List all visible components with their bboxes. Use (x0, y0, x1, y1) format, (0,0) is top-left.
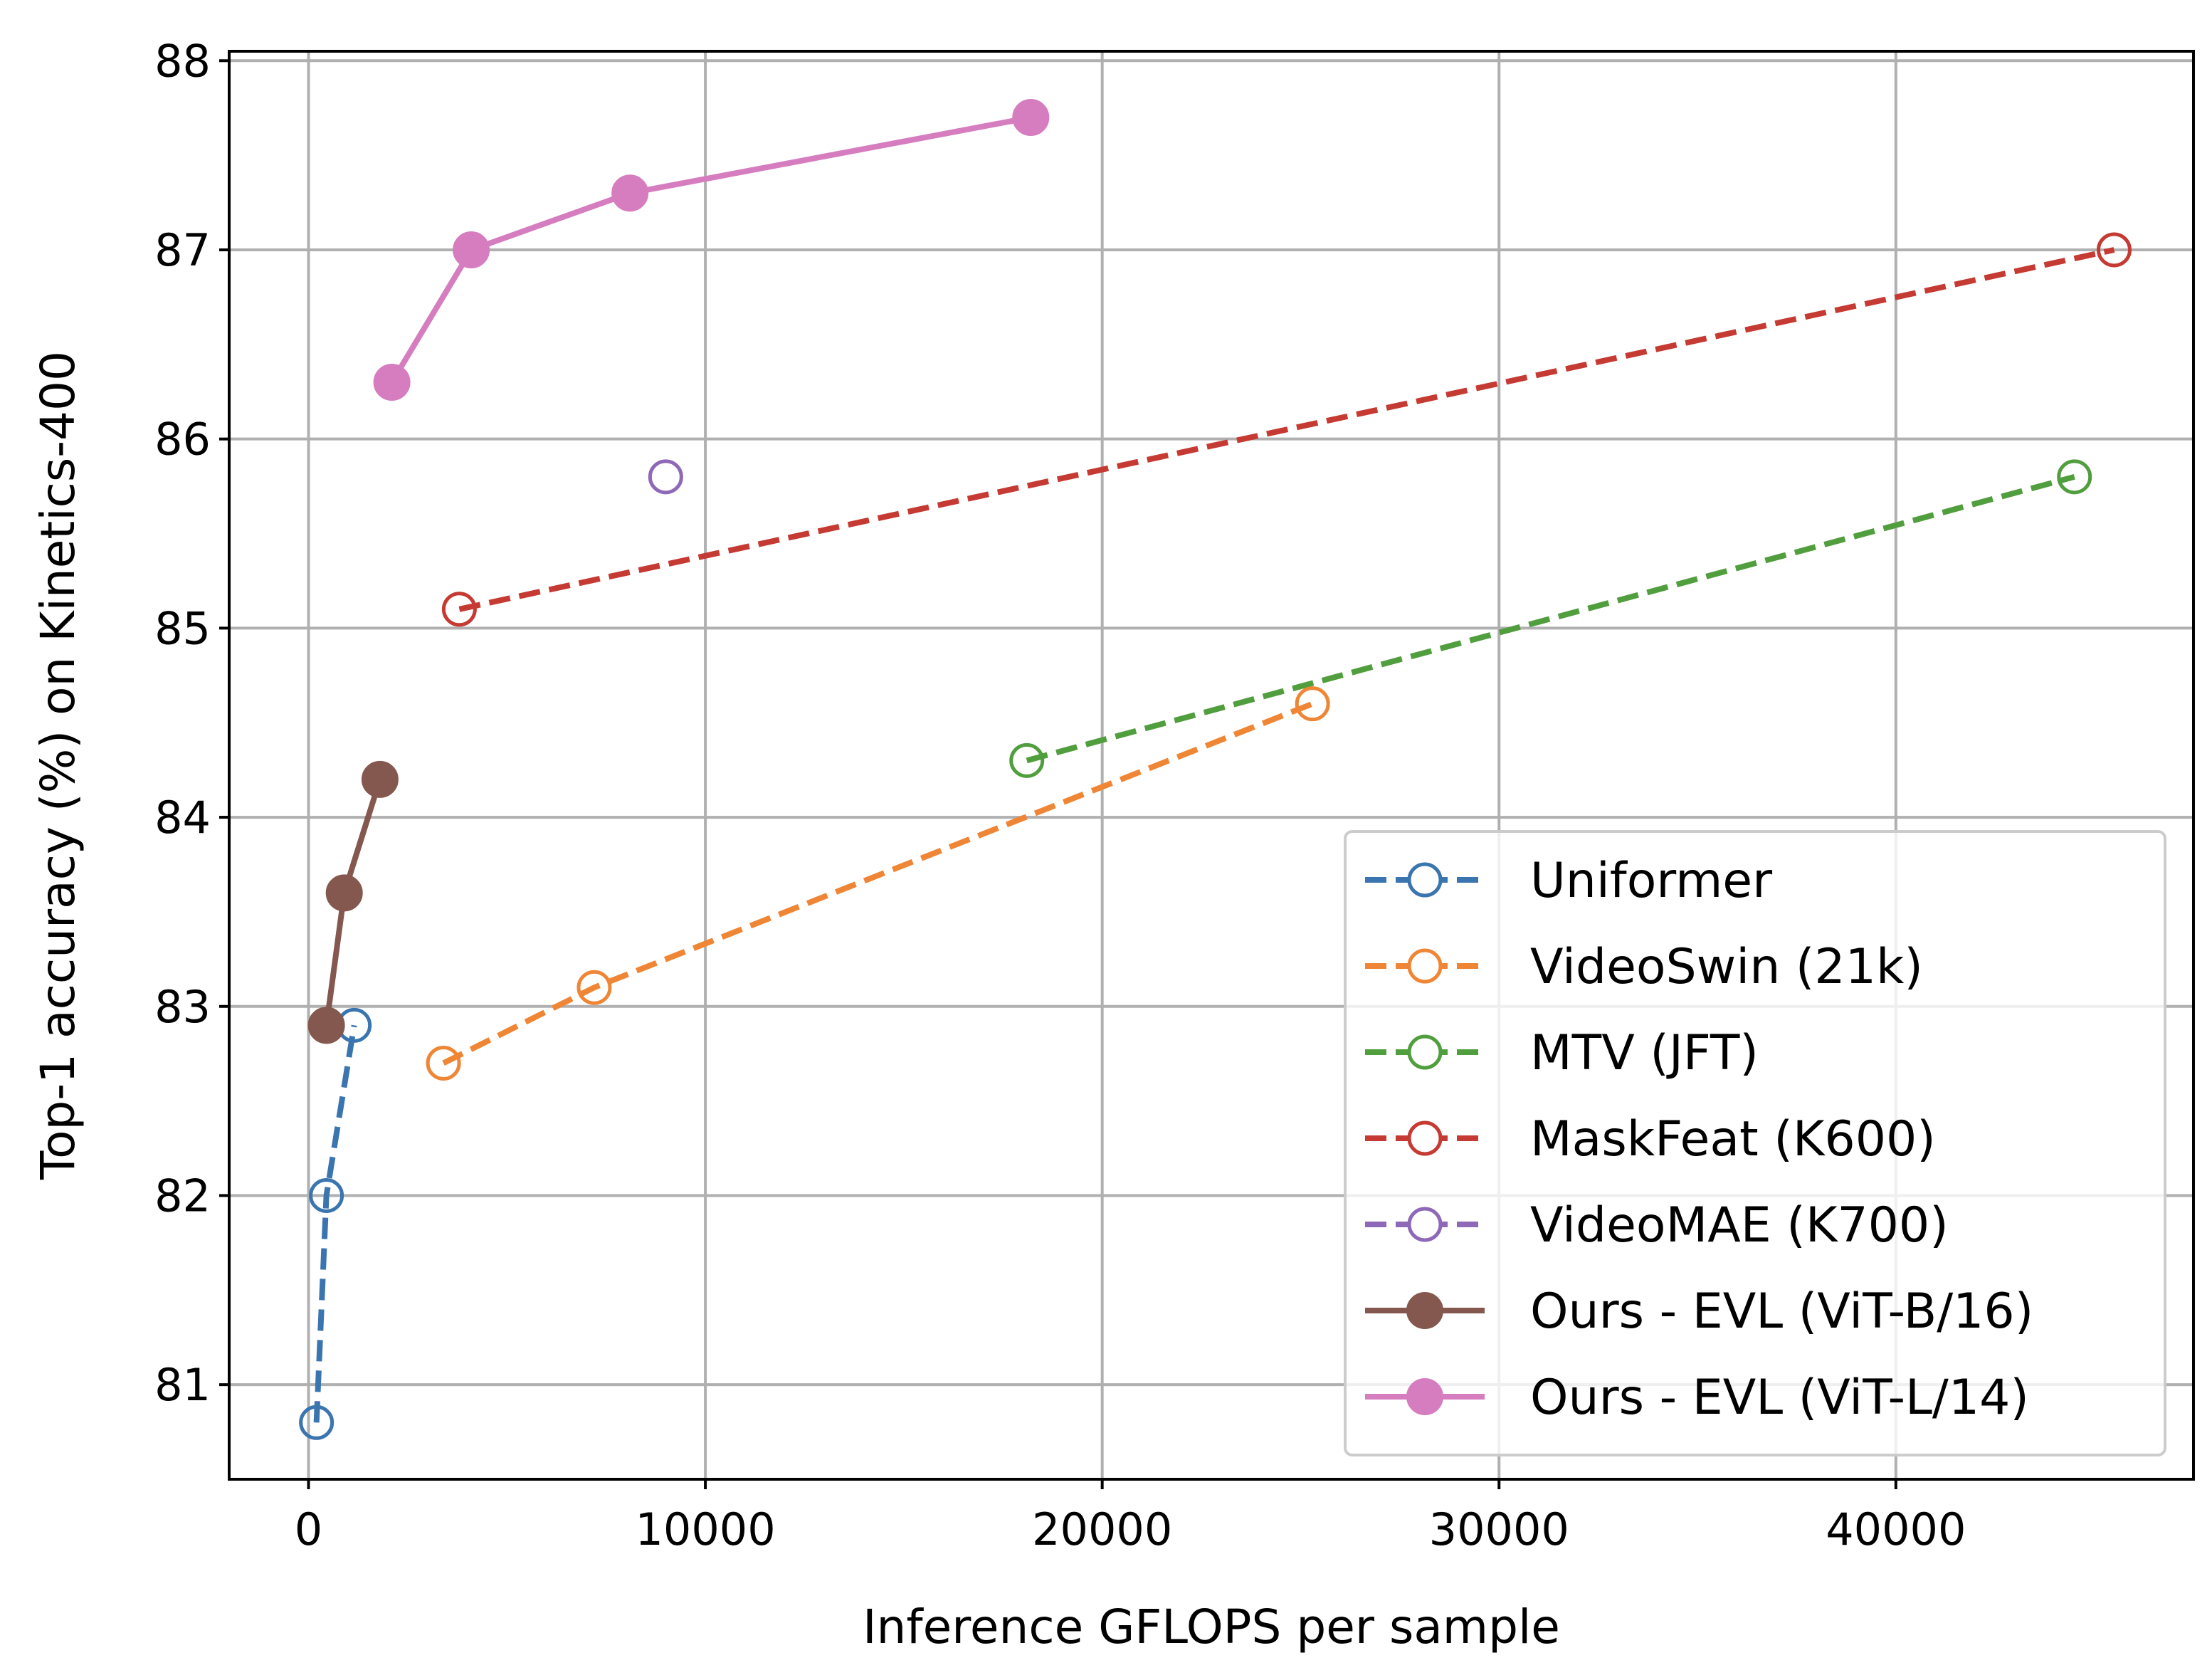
data-point (426, 1045, 461, 1081)
y-tick-label: 83 (154, 981, 211, 1033)
data-point (307, 1007, 345, 1044)
data-point (361, 760, 399, 798)
series-line (389, 115, 1032, 384)
data-point (576, 970, 612, 1005)
y-tick-label: 84 (154, 792, 211, 844)
series-line (313, 1024, 357, 1423)
legend-marker-swatch (1406, 1292, 1443, 1329)
data-point (309, 1177, 344, 1213)
data-point (2057, 459, 2092, 495)
legend-label: MTV (JFT) (1530, 1025, 1759, 1081)
y-tick-label: 86 (154, 414, 211, 466)
x-tick-label: 40000 (1826, 1503, 1966, 1555)
legend-marker-swatch (1406, 1378, 1443, 1415)
legend-box (1344, 830, 2166, 1456)
legend-label: MaskFeat (K600) (1530, 1111, 1936, 1167)
legend-marker-swatch (1407, 1207, 1443, 1242)
x-tick-label: 0 (295, 1503, 322, 1555)
legend-label: VideoMAE (K700) (1530, 1197, 1949, 1254)
plot-frame (228, 50, 2195, 1481)
series-lines (313, 115, 2115, 1423)
data-point (1009, 742, 1045, 778)
x-axis: 0 10000 20000 30000 40000 (295, 1479, 1966, 1555)
data-point (1295, 686, 1330, 722)
legend-label: Ours - EVL (ViT-L/14) (1530, 1370, 2029, 1426)
y-axis: 81 82 83 84 85 86 87 88 (154, 35, 229, 1411)
series-line (458, 247, 2115, 612)
x-tick-label: 10000 (635, 1503, 775, 1555)
legend-marker-swatch (1407, 1034, 1443, 1070)
legend: Uniformer VideoSwin (21k) MTV (JFT) MaskFea… (1344, 830, 2166, 1456)
y-tick-label: 82 (154, 1170, 211, 1222)
legend-marker-swatch (1407, 1120, 1443, 1156)
y-axis-title: Top-1 accuracy (%) on Kinetics-400 (31, 351, 85, 1180)
series-line (1026, 473, 2075, 764)
y-tick-label: 85 (154, 602, 211, 654)
series-markers (299, 98, 2132, 1440)
legend-label: Ours - EVL (ViT-B/16) (1530, 1283, 2033, 1340)
y-tick-label: 88 (154, 35, 211, 87)
legend-marker-swatch (1407, 862, 1443, 898)
data-point (299, 1405, 335, 1440)
legend-marker-swatch (1407, 948, 1443, 984)
data-point (441, 592, 477, 627)
x-axis-title: Inference GFLOPS per sample (863, 1600, 1560, 1654)
x-tick-label: 30000 (1429, 1503, 1569, 1555)
y-tick-label: 81 (154, 1359, 211, 1411)
data-point (611, 174, 649, 212)
data-point (453, 231, 490, 268)
y-tick-label: 87 (154, 224, 211, 276)
data-point (325, 874, 363, 912)
legend-label: Uniformer (1530, 853, 1772, 909)
data-point (373, 363, 411, 401)
series-line (442, 700, 1314, 1066)
data-point (648, 459, 683, 495)
data-point (2096, 232, 2132, 268)
x-tick-label: 20000 (1032, 1503, 1172, 1555)
data-point (1012, 98, 1050, 136)
legend-label: VideoSwin (21k) (1530, 939, 1923, 995)
